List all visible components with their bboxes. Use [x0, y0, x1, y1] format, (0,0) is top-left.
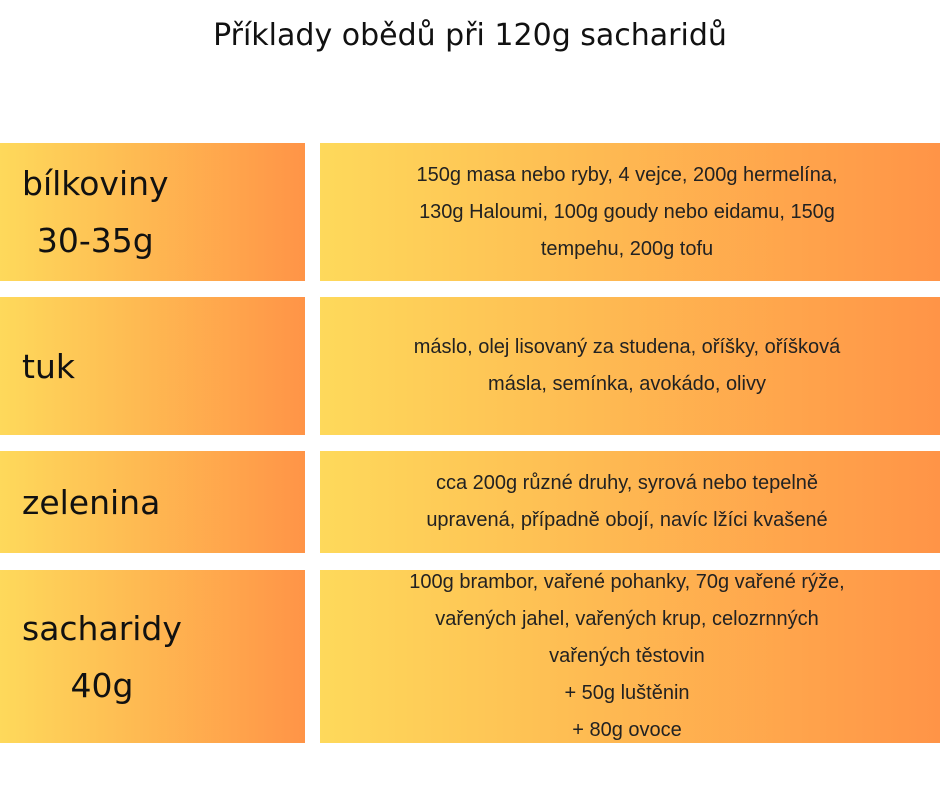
label-line: 30-35g: [36, 221, 154, 260]
row-label: zelenina: [22, 474, 160, 531]
text-line: upravená, případně obojí, navíc lžíci kv…: [426, 509, 828, 531]
text-line: vařených těstovin: [549, 645, 705, 667]
text-line: + 50g luštěnin: [564, 682, 690, 704]
row-label: sacharidy 40g: [22, 600, 182, 714]
title: Příklady obědů při 120g sacharidů: [213, 18, 727, 53]
text-line: másla, semínka, avokádo, olivy: [488, 373, 766, 395]
row-label-cell: tuk: [0, 297, 305, 435]
text-line: máslo, olej lisovaný za studena, oříšky,…: [413, 336, 841, 358]
label-line: sacharidy: [22, 608, 182, 648]
label-line: zelenina: [22, 482, 161, 522]
text-line: 150g masa nebo ryby, 4 vejce, 200g herme…: [416, 163, 838, 186]
row-text-cell: cca 200g různé druhy, syrová nebo tepeln…: [320, 451, 940, 553]
row-label-cell: zelenina: [0, 451, 305, 553]
label-line: tuk: [22, 346, 75, 386]
row-text-cell: 100g brambor, vařené pohanky, 70g vařené…: [320, 570, 940, 743]
row-label-cell: bílkoviny 30-35g: [0, 143, 305, 281]
row-label-cell: sacharidy 40g: [0, 570, 305, 743]
text-line: 100g brambor, vařené pohanky, 70g vařené…: [409, 571, 845, 593]
text-line: 130g Haloumi, 100g goudy nebo eidamu, 15…: [419, 200, 835, 223]
label-line: bílkoviny: [22, 164, 169, 203]
row-label: bílkoviny 30-35g: [22, 155, 169, 269]
row-label: tuk: [22, 338, 75, 395]
text-line: vařených jahel, vařených krup, celozrnný…: [435, 608, 819, 630]
row-text-cell: máslo, olej lisovaný za studena, oříšky,…: [320, 297, 940, 435]
label-line: 40g: [70, 665, 134, 705]
text-line: tempehu, 200g tofu: [540, 237, 714, 260]
row-text-cell: 150g masa nebo ryby, 4 vejce, 200g herme…: [320, 143, 940, 281]
text-line: + 80g ovoce: [572, 719, 682, 741]
text-line: cca 200g různé druhy, syrová nebo tepeln…: [435, 472, 819, 494]
